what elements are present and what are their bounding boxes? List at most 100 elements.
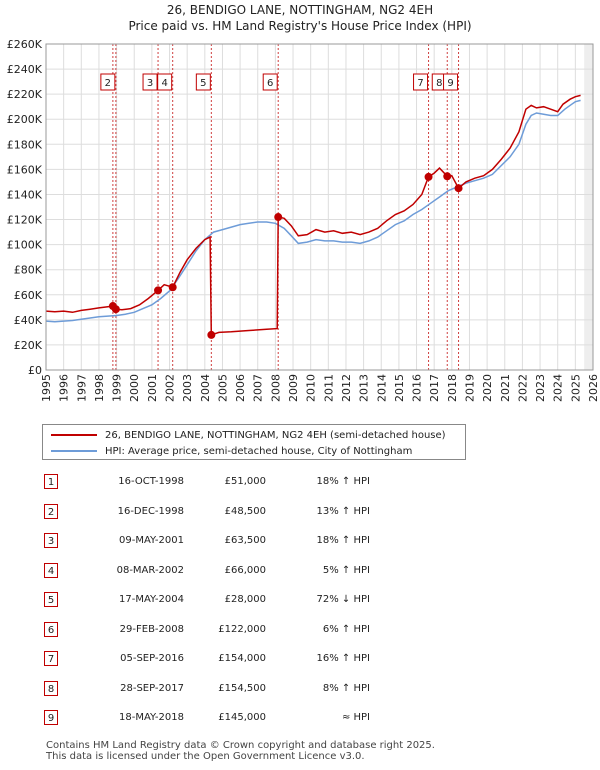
transaction-row: 8 28-SEP-2017 £154,500 8% ↑ HPI <box>0 679 600 699</box>
transaction-price: £28,000 <box>224 594 266 605</box>
sale-marker-box <box>157 73 173 91</box>
x-tick-label: 2014 <box>375 374 388 402</box>
y-tick-label: £120K <box>7 214 43 227</box>
legend-swatch-hpi <box>51 450 97 452</box>
transaction-number: 5 <box>44 592 58 607</box>
chart-title: 26, BENDIGO LANE, NOTTINGHAM, NG2 4EH <box>166 3 434 17</box>
transaction-date: 28-SEP-2017 <box>120 682 184 694</box>
property-series-line <box>45 94 581 336</box>
y-tick-label: £60K <box>14 289 43 302</box>
transaction-number: 1 <box>44 474 58 489</box>
sale-marker-box <box>195 73 211 91</box>
transaction-date: 18-MAY-2018 <box>118 712 184 723</box>
x-tick-label: 1998 <box>93 374 106 402</box>
x-tick-label: 1999 <box>111 374 124 402</box>
x-tick-label: 2006 <box>234 374 247 402</box>
sale-marker-box <box>142 73 158 91</box>
transaction-hpi-change: 13% ↑ HPI <box>316 505 370 517</box>
transaction-number: 6 <box>44 621 58 637</box>
y-tick-label: £100K <box>7 239 43 252</box>
transaction-row: 7 05-SEP-2016 £154,000 16% ↑ HPI <box>0 649 600 669</box>
sale-marker-box <box>443 73 459 91</box>
plot-border <box>45 43 594 371</box>
plot-area <box>46 44 593 370</box>
footer-line-2: This data is licensed under the Open Gov… <box>46 751 365 762</box>
transaction-number: 2 <box>44 503 58 519</box>
y-tick-label: £180K <box>7 138 43 151</box>
sale-marker-label: 4 <box>162 78 168 89</box>
x-tick-label: 2021 <box>499 374 512 402</box>
x-tick-label: 2007 <box>252 374 265 402</box>
transaction-price: £145,000 <box>218 712 266 723</box>
chart-legend: 26, BENDIGO LANE, NOTTINGHAM, NG2 4EH (s… <box>42 424 466 460</box>
transaction-hpi-change: 18% ↑ HPI <box>316 535 370 546</box>
transaction-price: £154,500 <box>218 682 266 694</box>
legend-label-property: 26, BENDIGO LANE, NOTTINGHAM, NG2 4EH (s… <box>105 429 446 441</box>
y-tick-label: £240K <box>7 63 43 76</box>
transaction-price: £51,000 <box>224 476 266 487</box>
transaction-date: 09-MAY-2001 <box>118 535 184 546</box>
transaction-date: 16-DEC-1998 <box>117 505 184 517</box>
sale-point <box>154 286 163 295</box>
sale-point <box>443 172 452 181</box>
transaction-date: 17-MAY-2004 <box>118 594 184 605</box>
transaction-price: £122,000 <box>218 623 266 635</box>
x-tick-label: 2025 <box>569 374 582 402</box>
transaction-row: 6 29-FEB-2008 £122,000 6% ↑ HPI <box>0 620 600 640</box>
y-tick-label: £220K <box>7 88 43 101</box>
x-tick-label: 2003 <box>181 374 194 402</box>
transaction-row: 1 16-OCT-1998 £51,000 18% ↑ HPI <box>0 472 600 492</box>
transaction-price: £154,000 <box>218 653 266 664</box>
sale-marker-box <box>100 73 116 91</box>
legend-item-property: 26, BENDIGO LANE, NOTTINGHAM, NG2 4EH (s… <box>51 427 446 443</box>
y-tick-label: £260K <box>7 38 43 51</box>
transaction-row: 4 08-MAR-2002 £66,000 5% ↑ HPI <box>0 561 600 581</box>
transaction-price: £63,500 <box>224 535 266 546</box>
transaction-hpi-change: ≈ HPI <box>341 712 370 723</box>
sale-marker-label: 3 <box>147 78 153 89</box>
transaction-hpi-change: 8% ↑ HPI <box>322 682 370 694</box>
transaction-price: £66,000 <box>224 564 266 576</box>
transaction-row: 2 16-DEC-1998 £48,500 13% ↑ HPI <box>0 502 600 522</box>
x-tick-label: 2005 <box>216 374 229 402</box>
x-tick-label: 2011 <box>322 374 335 402</box>
transaction-date: 29-FEB-2008 <box>119 623 184 635</box>
transaction-row: 5 17-MAY-2004 £28,000 72% ↓ HPI <box>0 590 600 610</box>
transaction-row: 9 18-MAY-2018 £145,000 ≈ HPI <box>0 708 600 728</box>
x-tick-label: 2004 <box>199 374 212 402</box>
x-tick-label: 2001 <box>146 374 159 402</box>
sale-point <box>424 172 433 181</box>
chart-subtitle: Price paid vs. HM Land Registry's House … <box>128 19 472 33</box>
x-tick-label: 2015 <box>393 374 406 402</box>
sale-point <box>454 184 463 193</box>
x-tick-label: 1997 <box>75 374 88 402</box>
y-tick-label: £200K <box>7 113 43 126</box>
transaction-number: 4 <box>44 562 58 578</box>
transaction-hpi-change: 16% ↑ HPI <box>316 653 370 664</box>
x-tick-label: 2012 <box>340 374 353 402</box>
transaction-number: 9 <box>44 710 58 725</box>
x-tick-label: 2017 <box>428 374 441 402</box>
transaction-date: 05-SEP-2016 <box>120 653 184 664</box>
x-tick-label: 2022 <box>516 374 529 402</box>
x-tick-label: 2020 <box>481 374 494 402</box>
legend-item-hpi: HPI: Average price, semi-detached house,… <box>51 443 412 459</box>
x-tick-label: 2000 <box>128 374 141 402</box>
transaction-number: 7 <box>44 651 58 666</box>
sale-marker-box <box>262 73 278 91</box>
transaction-hpi-change: 5% ↑ HPI <box>322 564 370 576</box>
transaction-number: 3 <box>44 533 58 548</box>
x-tick-label: 1995 <box>40 374 53 402</box>
x-tick-label: 1996 <box>58 374 71 402</box>
y-tick-label: £0 <box>28 364 42 377</box>
sale-point <box>207 330 216 339</box>
chart-title-block: 26, BENDIGO LANE, NOTTINGHAM, NG2 4EH Pr… <box>0 2 600 34</box>
x-tick-label: 2023 <box>534 374 547 402</box>
y-tick-label: £80K <box>14 264 43 277</box>
transaction-hpi-change: 6% ↑ HPI <box>322 623 370 635</box>
sale-marker-label: 9 <box>447 78 453 89</box>
x-tick-label: 2009 <box>287 374 300 402</box>
x-tick-label: 2018 <box>446 374 459 402</box>
sale-marker-label: 5 <box>200 78 206 89</box>
sale-point <box>111 305 120 314</box>
